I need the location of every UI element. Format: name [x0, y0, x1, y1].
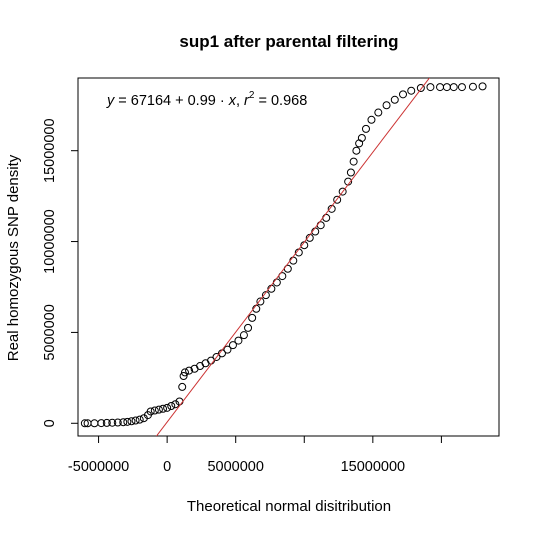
data-point [113, 418, 122, 427]
data-point [357, 133, 366, 142]
y-axis: 0 5000000 10000000 15000000 [42, 118, 79, 427]
data-point [374, 108, 383, 117]
data-point [327, 204, 336, 213]
data-point [382, 101, 391, 110]
data-point [349, 157, 358, 166]
data-point [399, 90, 408, 99]
data-point [426, 83, 435, 92]
data-point [179, 372, 188, 381]
data-point [407, 86, 416, 95]
data-point [338, 187, 347, 196]
y-axis-label: Real homozygous SNP density [5, 154, 22, 361]
data-point [171, 400, 180, 409]
data-point [123, 417, 132, 426]
x-tick-label: 0 [163, 459, 171, 475]
data-point [154, 405, 163, 414]
y-tick-label: 15000000 [42, 118, 58, 183]
x-tick-label: 5000000 [207, 459, 263, 475]
data-point [119, 418, 128, 427]
data-point [449, 83, 458, 92]
eq-r-superscript: 2 [249, 90, 255, 101]
data-point [146, 407, 155, 416]
eq-r: r [244, 93, 250, 109]
data-point [352, 146, 361, 155]
eq-y: y [106, 93, 115, 109]
x-tick-label: 15000000 [341, 459, 406, 475]
x-axis: -5000000 0 5000000 15000000 [68, 435, 442, 475]
data-point [102, 418, 111, 427]
data-point [361, 124, 370, 133]
data-point [150, 406, 159, 415]
y-tick-label: 0 [42, 419, 58, 427]
eq-comma: , [236, 93, 244, 109]
y-tick-label: 10000000 [42, 209, 58, 274]
data-point [127, 417, 136, 426]
eq-r2-value: = 0.968 [254, 93, 307, 109]
regression-equation: y = 67164 + 0.99 · x, r2 = 0.968 [106, 90, 307, 109]
eq-x: x [228, 93, 237, 109]
y-tick-label: 5000000 [42, 304, 58, 360]
data-point [261, 291, 270, 300]
data-point [346, 168, 355, 177]
data-point [333, 195, 342, 204]
data-point [244, 323, 253, 332]
data-point [167, 402, 176, 411]
x-axis-label: Theoretical normal disitribution [187, 498, 391, 515]
data-point [180, 368, 189, 377]
data-point [416, 83, 425, 92]
data-point [108, 418, 117, 427]
data-point [135, 415, 144, 424]
chart-title: sup1 after parental filtering [179, 32, 398, 51]
regression-line [155, 78, 431, 436]
data-point [239, 331, 248, 340]
data-point [223, 345, 232, 354]
data-point [80, 419, 89, 428]
data-point [163, 403, 172, 412]
data-point [367, 115, 376, 124]
x-tick-label: -5000000 [68, 459, 129, 475]
data-points [80, 82, 487, 428]
data-point [248, 313, 257, 322]
data-point [228, 341, 237, 350]
data-point [159, 404, 168, 413]
data-point [97, 419, 106, 428]
data-point [131, 416, 140, 425]
data-point [478, 82, 487, 91]
data-point [468, 82, 477, 91]
data-point [256, 297, 265, 306]
data-point [457, 83, 466, 92]
data-point [178, 382, 187, 391]
data-point [234, 336, 243, 345]
data-point [185, 366, 194, 375]
data-point [390, 95, 399, 104]
eq-body: = 67164 + 0.99 · [114, 93, 228, 109]
data-point [212, 352, 221, 361]
